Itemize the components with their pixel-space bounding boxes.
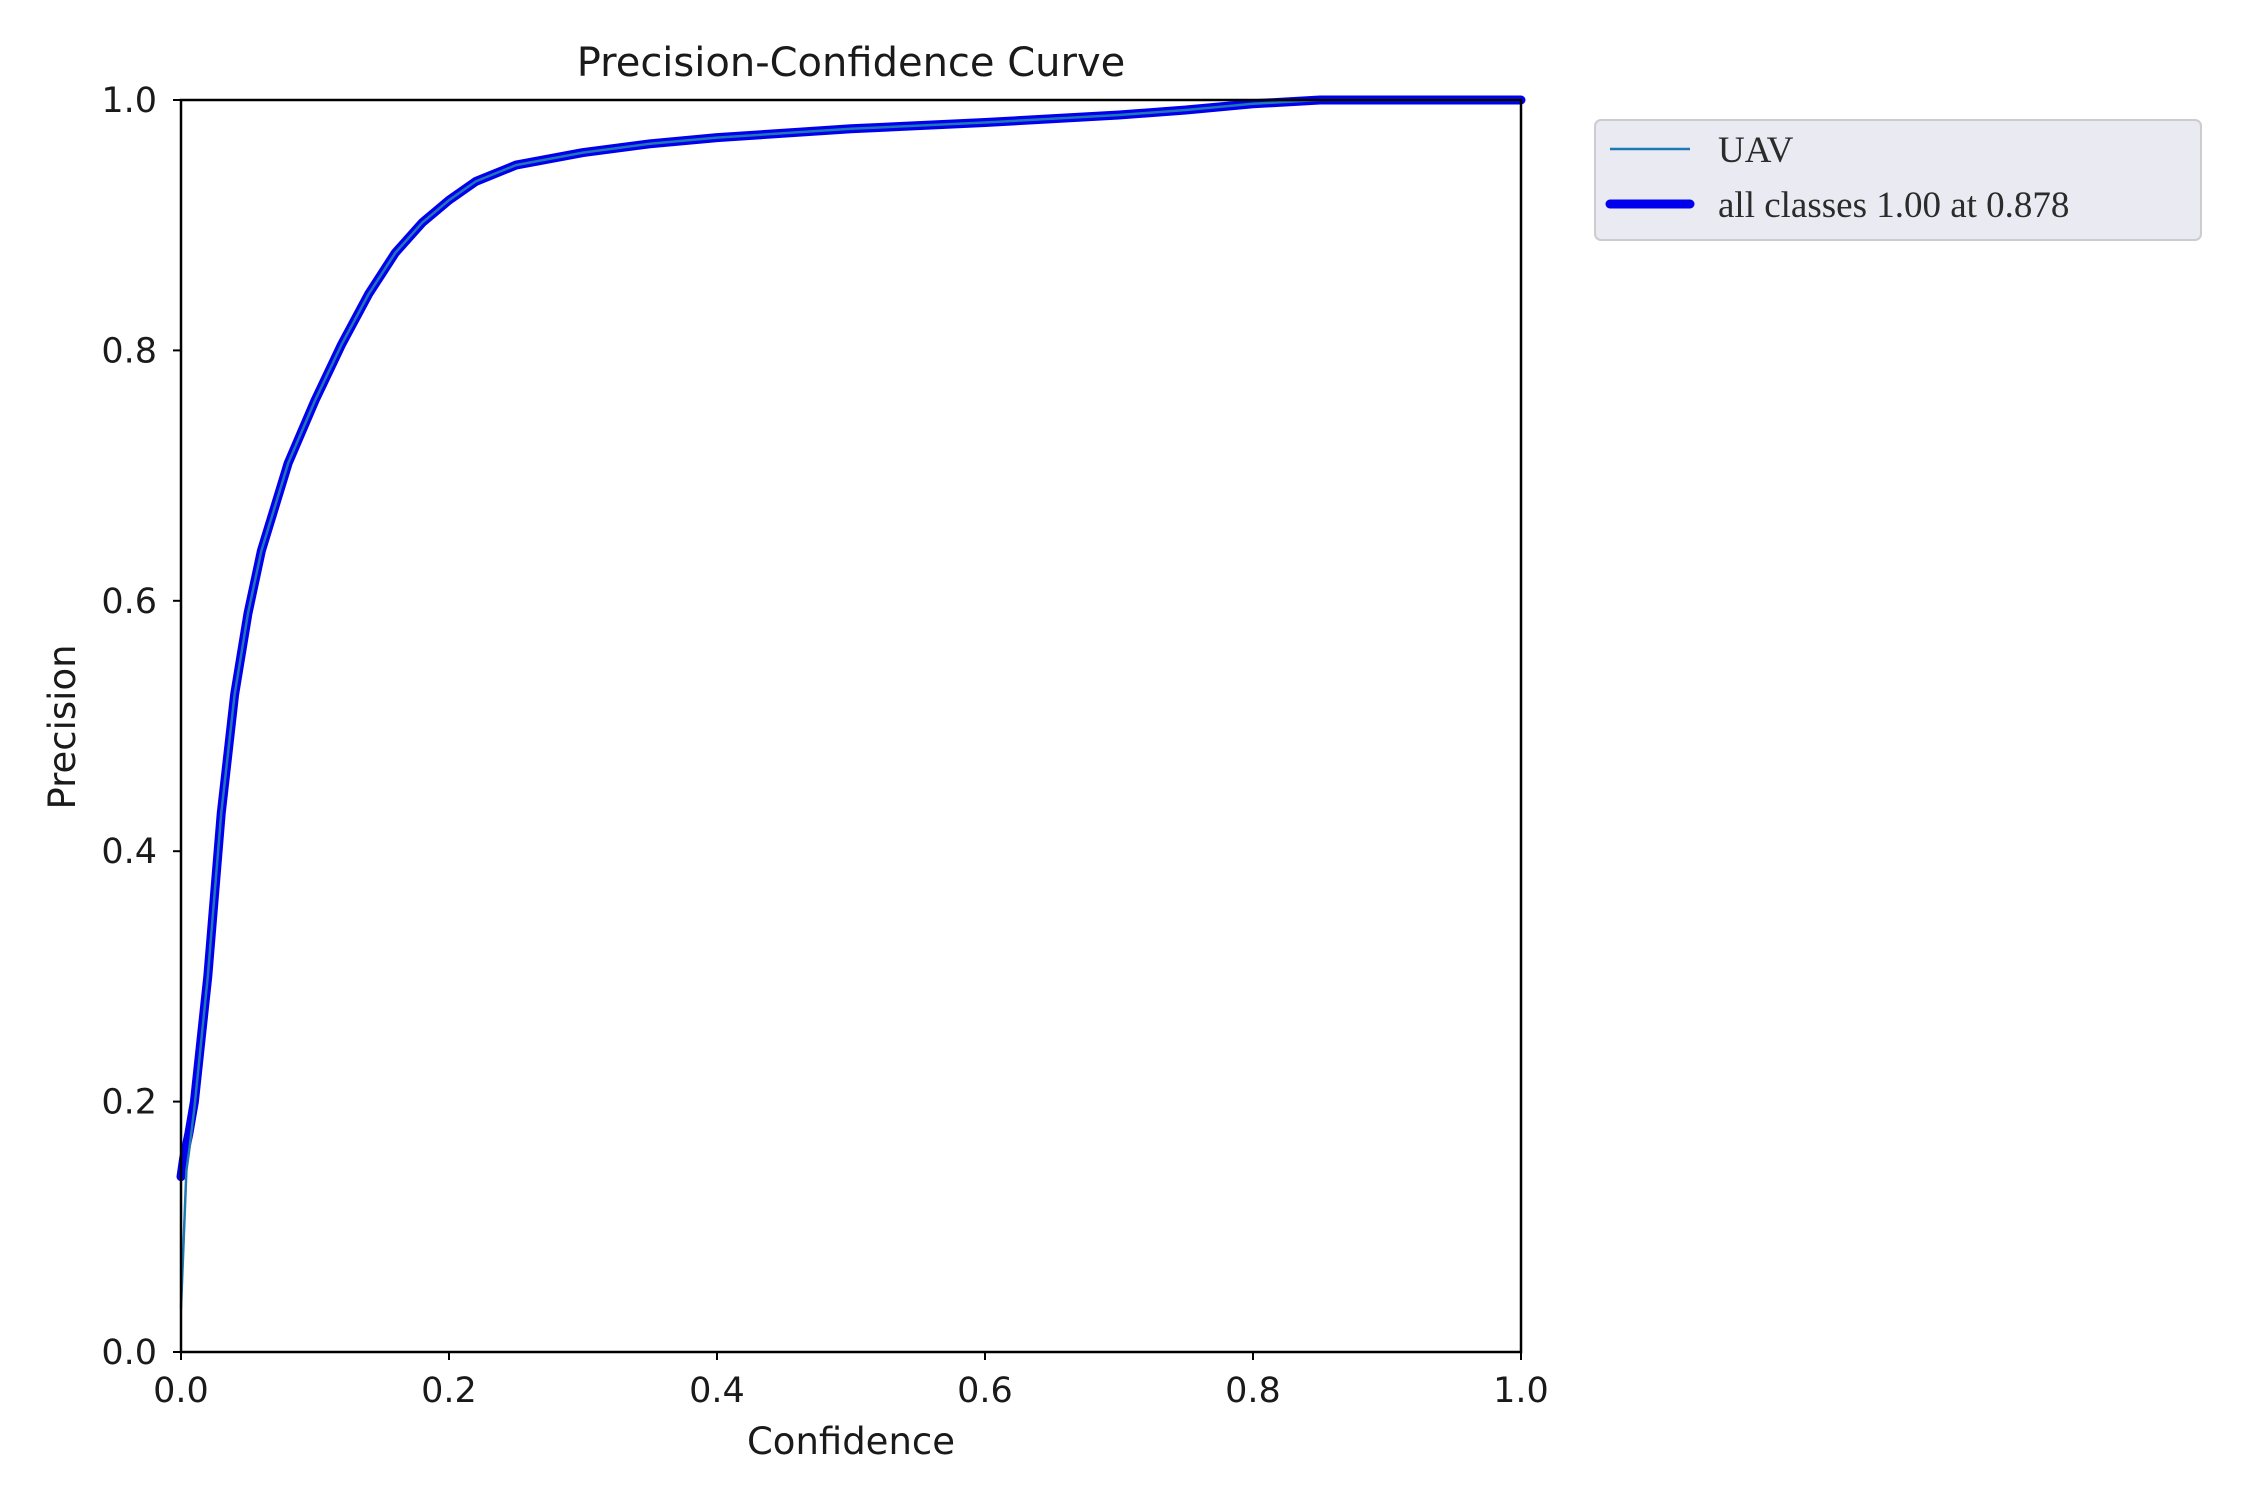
x-tick-label: 0.8: [1225, 1371, 1281, 1411]
legend: UAV all classes 1.00 at 0.878: [1594, 119, 2202, 241]
x-axis-label: Confidence: [747, 1420, 955, 1463]
y-axis-label: Precision: [41, 644, 84, 809]
legend-label-all-classes: all classes 1.00 at 0.878: [1718, 185, 2069, 226]
y-tick-label: 1.0: [101, 81, 157, 121]
axes-frame: [179, 98, 1523, 1354]
x-tick-label: 1.0: [1493, 1371, 1549, 1411]
legend-label-uav: UAV: [1718, 130, 1794, 171]
x-tick-label: 0.2: [421, 1371, 477, 1411]
y-tick-label: 0.6: [101, 582, 157, 622]
y-tick-label: 0.0: [101, 1333, 157, 1373]
x-tick-label: 0.4: [689, 1371, 745, 1411]
x-tick-label: 0.0: [153, 1371, 209, 1411]
legend-box: [1594, 119, 2202, 241]
chart-title: Precision-Confidence Curve: [577, 40, 1126, 86]
y-tick-label: 0.8: [101, 331, 157, 371]
y-tick-label: 0.2: [101, 1083, 157, 1123]
series-line-uav: [179, 98, 1523, 1310]
y-tick-label: 0.4: [101, 832, 157, 872]
plot-area: [176, 95, 1526, 1354]
x-axis: 0.0 0.2 0.4 0.6 0.8 1.0: [153, 1352, 1549, 1411]
x-tick-label: 0.6: [957, 1371, 1013, 1411]
y-axis: 0.0 0.2 0.4 0.6 0.8 1.0: [101, 81, 181, 1373]
